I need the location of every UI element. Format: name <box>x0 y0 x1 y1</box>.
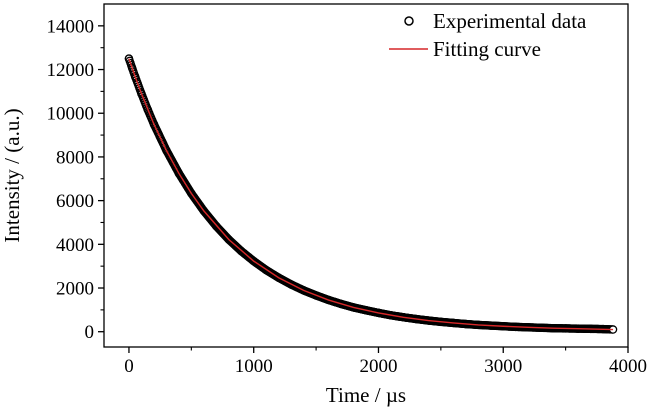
data-point <box>299 286 308 295</box>
x-axis-label: Time / µs <box>326 383 406 407</box>
data-point <box>162 146 171 155</box>
plot-frame <box>103 3 629 348</box>
data-point <box>124 54 134 63</box>
data-point <box>127 63 137 73</box>
y-tick-label: 10000 <box>47 104 95 125</box>
y-tick-label: 0 <box>85 322 95 343</box>
y-tick-label: 4000 <box>56 235 94 256</box>
fitting-curve-line <box>128 58 614 331</box>
legend: Experimental data Fitting curve <box>389 9 587 61</box>
plot-area <box>124 54 618 334</box>
x-tick-label: 0 <box>124 356 134 377</box>
data-point <box>174 169 184 178</box>
y-tick-label: 14000 <box>47 16 95 37</box>
y-tick-label: 12000 <box>47 60 95 81</box>
data-point <box>236 246 246 256</box>
data-point <box>249 256 258 266</box>
data-point <box>324 295 333 305</box>
y-tick-label: 6000 <box>56 191 94 212</box>
legend-label-fitting: Fitting curve <box>433 37 541 61</box>
y-tick-label: 2000 <box>56 279 94 300</box>
data-point <box>224 235 234 244</box>
data-point <box>199 206 209 216</box>
data-point <box>137 89 146 98</box>
data-point <box>143 105 152 114</box>
x-tick-label: 1000 <box>235 356 273 377</box>
y-tick-label: 8000 <box>56 147 94 168</box>
legend-marker-experimental <box>404 16 414 26</box>
data-point <box>336 299 346 309</box>
x-tick-label: 3000 <box>484 356 522 377</box>
x-tick-label: 4000 <box>609 356 647 377</box>
data-point <box>349 303 358 312</box>
x-tick-label: 2000 <box>359 356 397 377</box>
data-point <box>149 119 159 129</box>
legend-label-experimental: Experimental data <box>433 9 587 33</box>
data-point <box>274 273 283 282</box>
data-point <box>286 280 296 289</box>
y-axis-label: Intensity / (a.u.) <box>0 108 24 242</box>
data-point <box>212 221 221 231</box>
data-point <box>187 189 196 198</box>
data-point <box>130 72 140 82</box>
data-point <box>311 291 321 300</box>
data-point <box>261 265 271 275</box>
axes: 0 1000 2000 3000 4000 0 2000 4000 6000 8000 10000 1… <box>47 3 647 377</box>
